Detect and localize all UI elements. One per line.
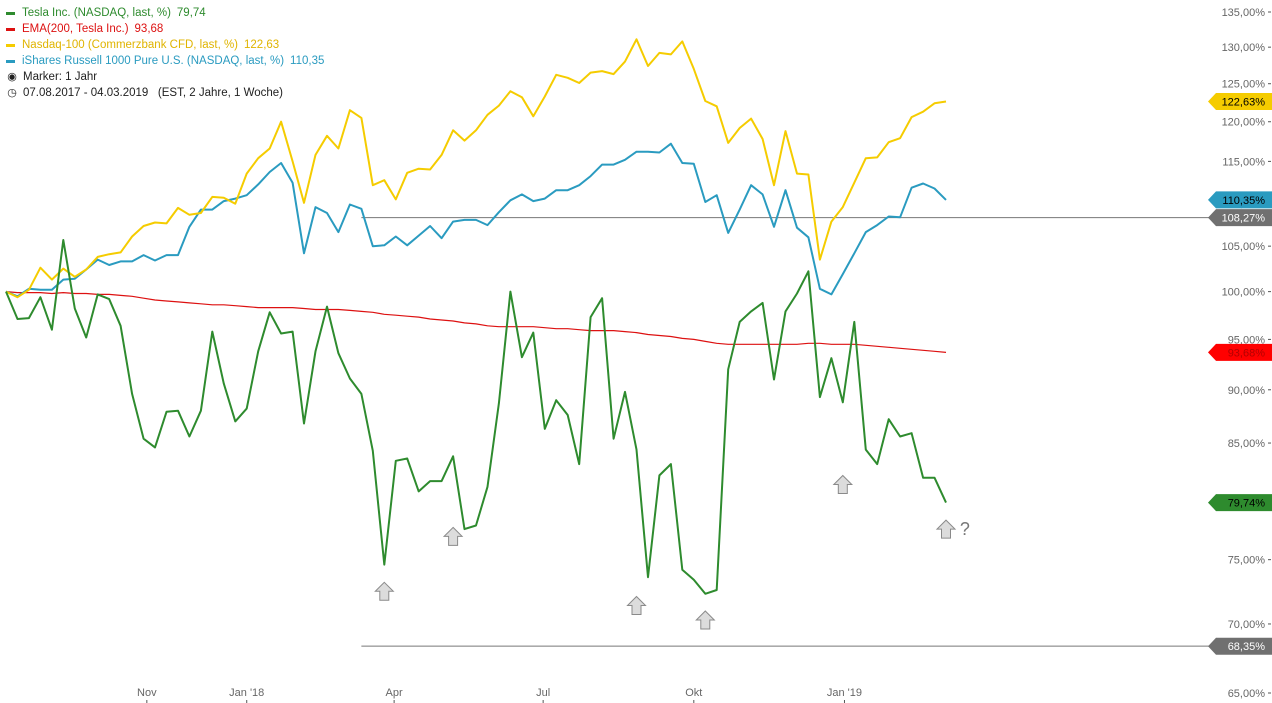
legend-value: 79,74	[176, 7, 206, 19]
value-badge-label: 122,63%	[1222, 97, 1266, 109]
y-tick-label: 115,00%	[1222, 156, 1265, 168]
up-arrow-icon	[935, 519, 957, 539]
up-arrow-icon	[374, 581, 395, 601]
value-badge-label: 93,68%	[1228, 347, 1266, 359]
up-arrow-icon	[442, 526, 464, 546]
legend-item-nasdaq100[interactable]: Nasdaq-100 (Commerzbank CFD, last, %) 12…	[6, 37, 324, 53]
y-tick-label: 90,00%	[1228, 385, 1266, 397]
legend-period-row[interactable]: ◷ 07.08.2017 - 04.03.2019 (EST, 2 Jahre,…	[6, 85, 324, 101]
series-line	[5, 142, 947, 298]
up-arrow-icon	[695, 610, 716, 630]
target-icon: ◉	[7, 71, 17, 83]
value-badge	[1208, 637, 1272, 655]
marker-text: Marker: 1 Jahr	[23, 71, 98, 83]
legend-item-ema[interactable]: EMA(200, Tesla Inc.) 93,68	[6, 21, 324, 37]
legend-item-ishares[interactable]: iShares Russell 1000 Pure U.S. (NASDAQ, …	[6, 53, 324, 69]
y-tick-label: 130,00%	[1222, 42, 1266, 54]
value-badge	[1208, 191, 1272, 209]
y-tick-label: 135,00%	[1222, 7, 1266, 19]
legend-label: iShares Russell 1000 Pure U.S. (NASDAQ, …	[22, 55, 285, 67]
legend-value: 122,63	[244, 39, 280, 51]
series-line	[5, 38, 947, 299]
reference-lines	[361, 217, 1212, 647]
value-badge	[1208, 209, 1272, 227]
y-tick-label: 75,00%	[1228, 555, 1266, 567]
x-tick-label: Jul	[536, 687, 550, 699]
x-tick-label: Apr	[386, 687, 403, 699]
legend-value: 110,35	[290, 55, 325, 67]
x-axis: Nov Jan '18 Apr Jul Okt Jan '19	[137, 687, 862, 703]
legend: Tesla Inc. (NASDAQ, last, %) 79,74 EMA(2…	[6, 5, 324, 101]
legend-label: EMA(200, Tesla Inc.)	[22, 23, 129, 35]
legend-swatch	[6, 11, 15, 15]
value-badge	[1208, 494, 1272, 512]
series-line	[5, 239, 947, 595]
y-tick-label: 120,00%	[1222, 117, 1266, 129]
legend-swatch	[6, 27, 15, 31]
y-tick-label: 105,00%	[1222, 241, 1266, 253]
y-tick-label: 100,00%	[1222, 287, 1266, 299]
x-tick-label: Jan '19	[827, 687, 862, 699]
y-tick-label: 70,00%	[1228, 619, 1266, 631]
y-tick-label: 65,00%	[1228, 688, 1266, 700]
annotation-text: ?	[960, 519, 970, 539]
x-tick-label: Okt	[685, 687, 702, 699]
value-badge	[1208, 93, 1272, 110]
up-arrow-icon	[626, 595, 647, 615]
x-tick-label: Nov	[137, 687, 157, 699]
legend-swatch	[6, 43, 15, 47]
y-tick-label: 95,00%	[1228, 334, 1266, 346]
legend-swatch	[6, 59, 15, 63]
value-badge-label: 108,27%	[1222, 213, 1266, 225]
y-tick-label: 125,00%	[1222, 79, 1266, 91]
series-lines	[5, 38, 947, 595]
value-badge	[1208, 343, 1272, 361]
value-badge-label: 110,35%	[1222, 195, 1265, 207]
y-tick-label: 85,00%	[1228, 438, 1266, 450]
clock-icon: ◷	[7, 87, 17, 99]
x-tick-label: Jan '18	[229, 687, 264, 699]
legend-label: Nasdaq-100 (Commerzbank CFD, last, %)	[22, 39, 239, 51]
value-badge-label: 68,35%	[1228, 641, 1266, 653]
period-text: 07.08.2017 - 04.03.2019 (EST, 2 Jahre, 1…	[23, 87, 283, 99]
legend-marker-row[interactable]: ◉ Marker: 1 Jahr	[6, 69, 324, 85]
marker-arrows: ?	[374, 474, 970, 630]
legend-value: 93,68	[134, 23, 164, 35]
value-badges: 122,63% 110,35% 108,27% 93,68% 79,74% 68,35%	[1208, 93, 1272, 655]
series-line	[5, 291, 947, 353]
legend-label: Tesla Inc. (NASDAQ, last, %)	[22, 7, 171, 19]
legend-item-tesla[interactable]: Tesla Inc. (NASDAQ, last, %) 79,74	[6, 5, 324, 21]
value-badge-label: 79,74%	[1228, 498, 1266, 510]
up-arrow-icon	[832, 474, 854, 494]
